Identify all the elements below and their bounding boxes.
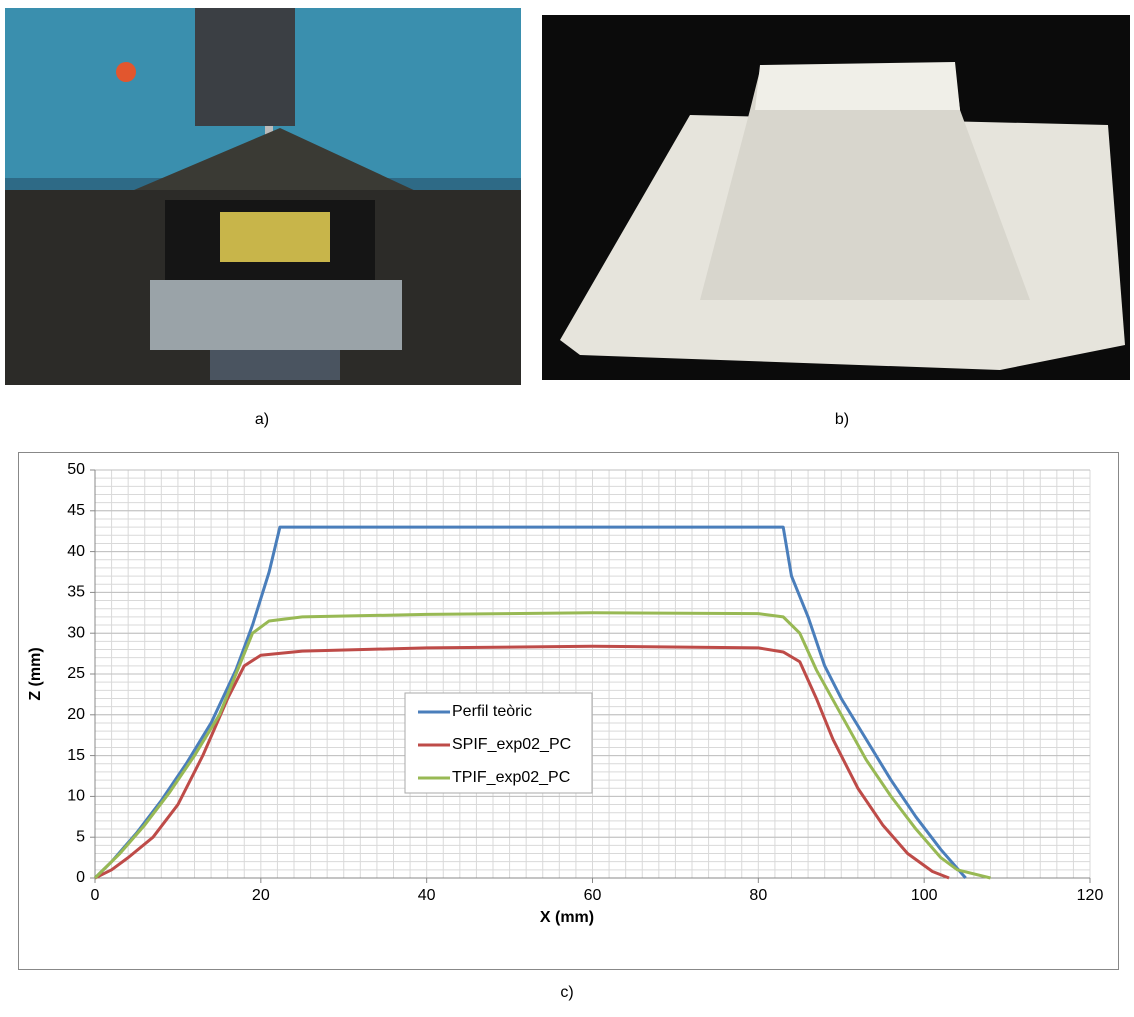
panel-label: b) [835,411,849,428]
y-tick-label: 0 [76,869,85,886]
x-tick-label: 20 [252,887,270,904]
y-tick-label: 30 [67,624,85,641]
photo-a [5,8,521,385]
photo-b [542,15,1130,380]
panel-label: c) [560,984,573,1001]
x-tick-label: 120 [1077,887,1104,904]
x-tick-label: 60 [584,887,602,904]
y-tick-label: 20 [67,706,85,723]
y-tick-label: 5 [76,828,85,845]
y-tick-label: 10 [67,788,85,805]
legend-label: Perfil teòric [452,703,532,720]
x-tick-label: 80 [749,887,767,904]
y-axis-label: Z (mm) [27,647,44,700]
y-tick-label: 40 [67,543,85,560]
legend-label: SPIF_exp02_PC [452,736,571,753]
y-tick-label: 45 [67,502,85,519]
x-tick-label: 100 [911,887,938,904]
x-axis-label: X (mm) [540,909,594,926]
y-tick-label: 35 [67,584,85,601]
y-tick-label: 15 [67,747,85,764]
x-tick-label: 40 [418,887,436,904]
figure: a) b) c) X (mm) Z (mm) 0 5 10 15 20 25 30 35 40 4… [0,0,1134,1012]
page: {"panel_labels": ["a)", "b)", "c)"], "ch… [0,0,1134,1012]
x-tick-label: 0 [91,887,100,904]
y-tick-label: 50 [67,461,85,478]
y-tick-label: 25 [67,665,85,682]
legend-label: TPIF_exp02_PC [452,769,570,786]
panel-label: a) [255,411,269,428]
